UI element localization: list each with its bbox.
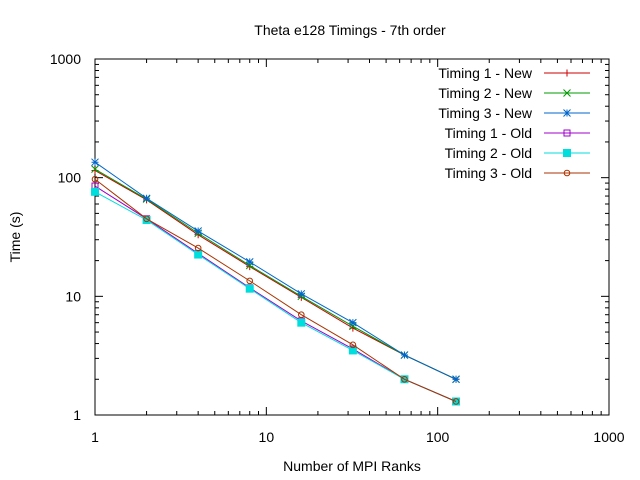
legend-marker	[563, 89, 571, 97]
x-axis-label: Number of MPI Ranks	[283, 458, 421, 474]
legend-label: Timing 2 - New	[438, 85, 533, 101]
data-point	[349, 341, 357, 349]
x-tick-label: 1	[91, 429, 99, 445]
data-point	[349, 318, 357, 327]
y-axis-label: Time (s)	[7, 212, 23, 263]
chart-title: Theta e128 Timings - 7th order	[254, 22, 446, 38]
data-point	[452, 375, 460, 384]
y-axis: 1 10 100 1000	[50, 51, 609, 423]
legend-label: Timing 2 - Old	[445, 145, 532, 161]
legend-marker	[563, 149, 571, 157]
y-tick-label: 1000	[50, 51, 81, 67]
data-point	[142, 194, 151, 203]
x-tick-label: 100	[426, 429, 450, 445]
legend-marker	[563, 129, 571, 137]
data-point	[194, 250, 203, 259]
y-tick-label: 1	[73, 407, 81, 423]
x-tick-label: 10	[259, 429, 275, 445]
legend: Timing 1 - New Timing 2 - New Timing 3 - N…	[438, 65, 590, 181]
data-point	[91, 187, 99, 196]
data-point	[91, 175, 99, 183]
legend-entry: Timing 3 - Old	[445, 165, 590, 181]
data-point	[245, 284, 254, 293]
data-point	[348, 346, 357, 355]
legend-entry: Timing 2 - New	[438, 85, 590, 101]
series-6	[91, 175, 460, 405]
legend-entry: Timing 1 - New	[438, 65, 590, 81]
series-3	[91, 158, 460, 384]
series-line	[94, 168, 457, 380]
legend-label: Timing 1 - Old	[445, 125, 532, 141]
data-point	[246, 277, 254, 285]
data-point	[400, 351, 409, 359]
data-point	[297, 318, 306, 327]
data-point	[91, 165, 99, 173]
series-layer	[91, 158, 461, 406]
data-point	[401, 375, 408, 383]
data-point	[194, 244, 202, 252]
legend-label: Timing 1 - New	[438, 65, 533, 81]
legend-entry: Timing 2 - Old	[445, 145, 590, 161]
x-tick-label: 1000	[593, 429, 624, 445]
data-point	[298, 311, 305, 319]
y-tick-label: 10	[65, 288, 81, 304]
legend-entry: Timing 3 - New	[438, 105, 590, 121]
data-point	[245, 258, 254, 266]
legend-entry: Timing 1 - Old	[445, 125, 590, 141]
x-axis: 1 10 100 1000	[91, 59, 625, 445]
legend-marker	[563, 69, 571, 77]
legend-marker	[563, 109, 571, 117]
series-line	[94, 191, 457, 402]
plot-frame	[94, 58, 610, 416]
series-5	[91, 187, 461, 406]
series-line	[94, 178, 457, 402]
y-tick-label: 100	[58, 170, 82, 186]
data-point	[91, 158, 99, 167]
legend-label: Timing 3 - New	[438, 105, 533, 121]
series-line	[94, 161, 457, 380]
legend-label: Timing 3 - Old	[445, 165, 532, 181]
data-point	[452, 398, 460, 405]
data-point	[297, 289, 306, 298]
data-point	[194, 227, 203, 235]
data-point	[143, 215, 150, 223]
legend-marker	[563, 169, 571, 177]
